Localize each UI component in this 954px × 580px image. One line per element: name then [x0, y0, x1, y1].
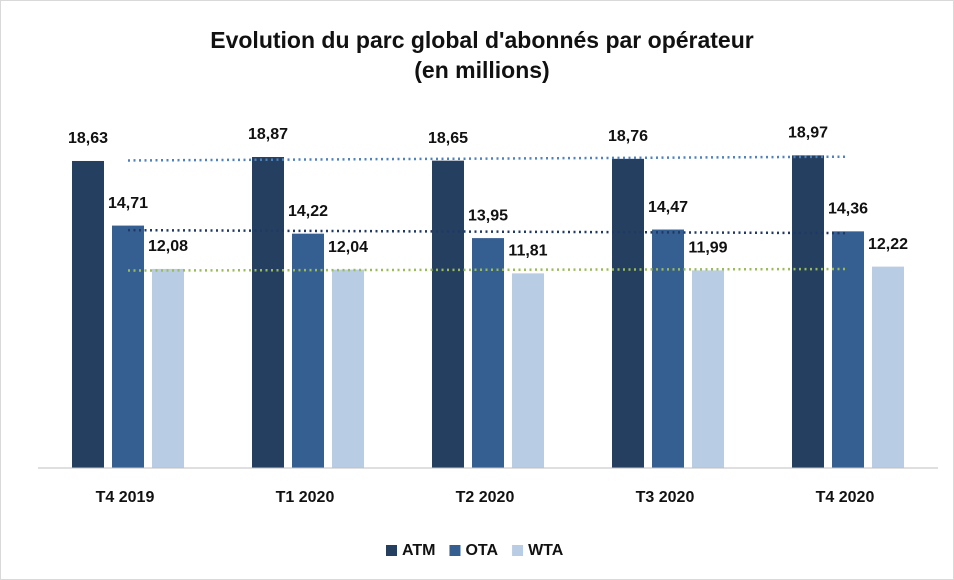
bar — [832, 231, 864, 468]
legend-swatch — [449, 545, 461, 556]
bar — [112, 225, 144, 468]
bar — [472, 238, 504, 468]
trend-line — [127, 228, 849, 235]
value-label: 11,99 — [688, 240, 727, 257]
value-label: 12,22 — [868, 236, 908, 253]
chart-subtitle: (en millions) — [414, 57, 549, 83]
legend-swatch — [386, 545, 397, 556]
value-label: 18,65 — [428, 130, 468, 147]
value-label: 14,71 — [108, 195, 148, 212]
trend-line — [127, 155, 849, 162]
x-tick-label: T3 2020 — [636, 489, 695, 506]
value-label: 14,22 — [288, 203, 328, 220]
x-tick-label: T4 2020 — [816, 489, 875, 506]
x-tick-label: T4 2019 — [96, 489, 155, 506]
bar — [872, 266, 904, 468]
bar — [432, 160, 464, 468]
bar — [252, 157, 284, 468]
value-label: 14,47 — [648, 199, 688, 216]
x-tick-label: T1 2020 — [276, 489, 335, 506]
value-label: 12,04 — [328, 239, 368, 256]
value-label: 11,81 — [508, 243, 547, 260]
legend-label: OTA — [465, 542, 498, 559]
x-tick-label: T2 2020 — [456, 489, 515, 506]
bar — [512, 273, 544, 468]
chart-title: Evolution du parc global d'abonnés par o… — [210, 27, 754, 53]
bar — [652, 229, 684, 468]
legend-swatch — [512, 545, 524, 556]
bar — [72, 160, 104, 468]
legend-label: ATM — [402, 542, 435, 559]
value-label: 18,76 — [608, 128, 648, 145]
value-label: 12,08 — [148, 238, 188, 255]
value-label: 18,87 — [248, 126, 288, 143]
bar — [692, 270, 724, 468]
value-label: 18,97 — [788, 125, 828, 142]
value-label: 18,63 — [68, 130, 108, 147]
bar — [612, 158, 644, 468]
legend-label: WTA — [528, 542, 564, 559]
value-label: 14,36 — [828, 201, 868, 218]
value-label: 13,95 — [468, 207, 508, 224]
trend-line — [127, 267, 849, 272]
bar — [292, 233, 324, 468]
bar — [152, 268, 184, 468]
bar — [332, 269, 364, 468]
bar — [792, 155, 824, 469]
